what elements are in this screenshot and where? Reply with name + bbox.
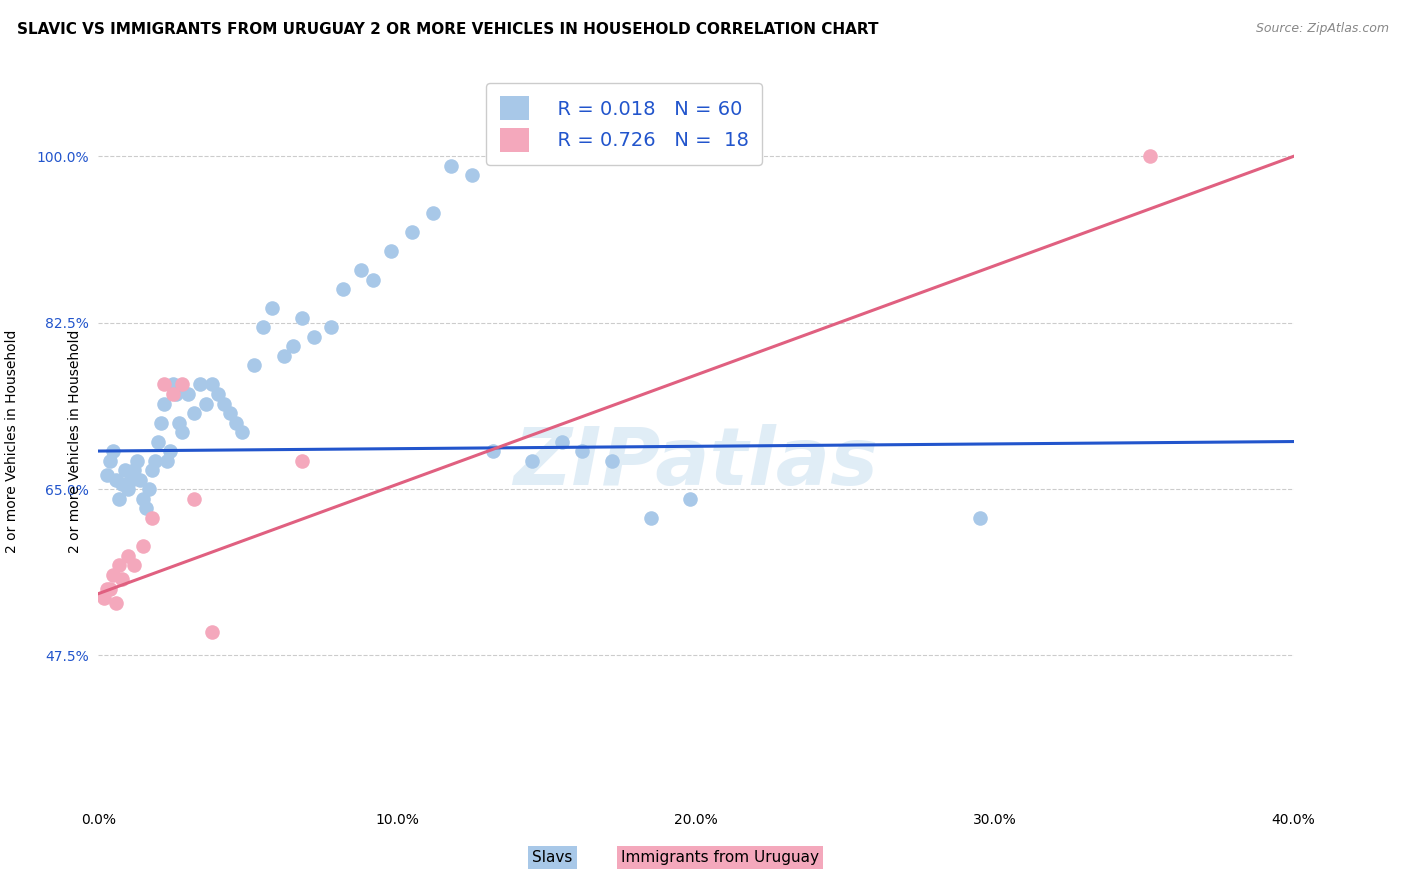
Point — [273, 349, 295, 363]
Point — [138, 482, 160, 496]
Text: SLAVIC VS IMMIGRANTS FROM URUGUAY 2 OR MORE VEHICLES IN HOUSEHOLD CORRELATION CH: SLAVIC VS IMMIGRANTS FROM URUGUAY 2 OR M… — [17, 22, 879, 37]
Point — [291, 310, 314, 325]
Point — [120, 473, 142, 487]
Point — [640, 510, 662, 524]
Point — [243, 359, 266, 373]
Point — [550, 434, 572, 449]
Point — [98, 453, 122, 467]
Point — [132, 491, 155, 506]
Point — [201, 624, 224, 639]
Point — [219, 406, 242, 420]
Point — [124, 558, 146, 573]
Point — [111, 477, 134, 491]
Point — [482, 444, 505, 458]
Point — [679, 491, 702, 506]
Y-axis label: 2 or more Vehicles in Household: 2 or more Vehicles in Household — [67, 330, 82, 553]
Point — [602, 453, 624, 467]
Point — [159, 444, 181, 458]
Point — [141, 510, 163, 524]
Point — [231, 425, 253, 439]
Point — [302, 330, 325, 344]
Point — [1139, 149, 1161, 163]
Point — [103, 567, 125, 582]
Point — [124, 463, 146, 477]
Point — [96, 582, 118, 596]
Text: ZIPatlas: ZIPatlas — [513, 425, 879, 502]
Point — [156, 453, 179, 467]
Point — [195, 396, 218, 410]
Text: Source: ZipAtlas.com: Source: ZipAtlas.com — [1256, 22, 1389, 36]
Point — [96, 467, 118, 482]
Legend:   R = 0.018   N = 60,   R = 0.726   N =  18: R = 0.018 N = 60, R = 0.726 N = 18 — [486, 83, 762, 165]
Point — [150, 416, 173, 430]
Point — [183, 406, 205, 420]
Text: Immigrants from Uruguay: Immigrants from Uruguay — [621, 850, 818, 864]
Point — [260, 301, 283, 316]
Point — [105, 596, 128, 610]
Point — [153, 396, 176, 410]
Point — [571, 444, 593, 458]
Point — [201, 377, 224, 392]
Point — [167, 416, 190, 430]
Point — [332, 282, 354, 296]
Point — [93, 591, 115, 606]
Point — [380, 244, 402, 259]
Point — [401, 226, 423, 240]
Point — [132, 539, 155, 553]
Point — [117, 482, 139, 496]
Point — [153, 377, 176, 392]
Point — [183, 491, 205, 506]
Point — [129, 473, 152, 487]
Point — [969, 510, 991, 524]
Point — [177, 387, 200, 401]
Point — [165, 387, 187, 401]
Point — [114, 463, 136, 477]
Point — [422, 206, 444, 220]
Point — [108, 558, 131, 573]
Point — [143, 453, 166, 467]
Point — [207, 387, 229, 401]
Point — [141, 463, 163, 477]
Point — [281, 339, 304, 353]
Point — [321, 320, 343, 334]
Point — [111, 573, 134, 587]
Point — [291, 453, 314, 467]
Point — [108, 491, 131, 506]
Point — [162, 387, 184, 401]
Point — [148, 434, 170, 449]
Point — [117, 549, 139, 563]
Point — [103, 444, 125, 458]
Point — [98, 582, 122, 596]
Point — [350, 263, 373, 277]
Point — [188, 377, 211, 392]
Text: Slavs: Slavs — [533, 850, 572, 864]
Point — [225, 416, 247, 430]
Point — [461, 169, 484, 183]
Point — [520, 453, 543, 467]
Point — [105, 473, 128, 487]
Point — [127, 453, 149, 467]
Point — [172, 425, 194, 439]
Point — [252, 320, 274, 334]
Point — [440, 159, 463, 173]
Y-axis label: 2 or more Vehicles in Household: 2 or more Vehicles in Household — [6, 330, 20, 553]
Point — [172, 377, 194, 392]
Point — [135, 501, 157, 516]
Point — [212, 396, 235, 410]
Point — [363, 273, 385, 287]
Point — [162, 377, 184, 392]
